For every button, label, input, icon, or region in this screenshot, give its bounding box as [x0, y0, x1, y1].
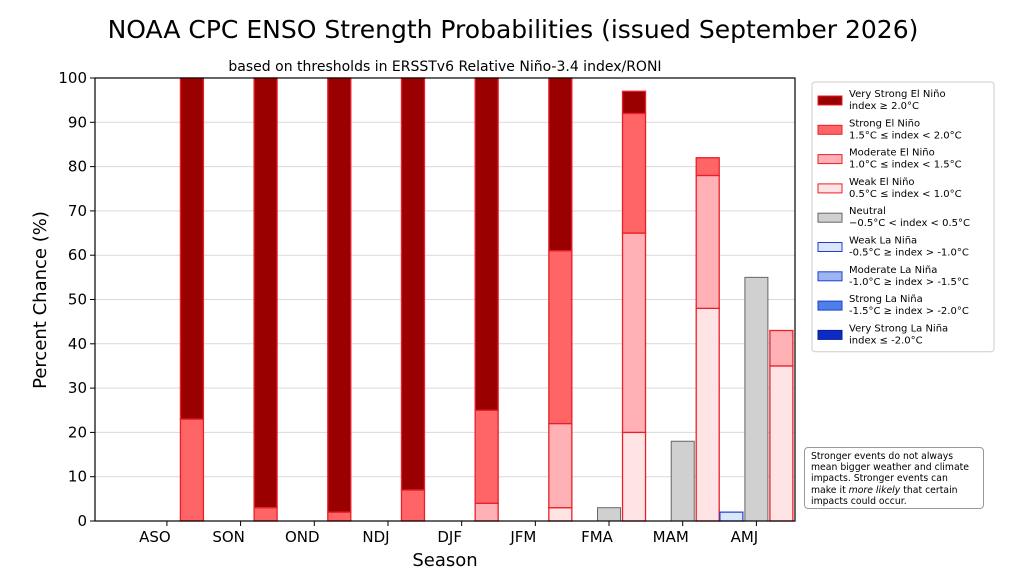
legend-name-5: Weak La Niña — [849, 236, 917, 247]
bar-AMJ-neutral — [744, 276, 769, 522]
bar-MAM-neutral — [670, 440, 695, 522]
bar-DJF-elnino-3 — [474, 77, 499, 411]
bar-OND-elnino-2 — [327, 511, 352, 522]
legend-name-4: Neutral — [849, 206, 886, 217]
legend-swatch-6 — [817, 271, 843, 282]
y-axis-label: Percent Chance (%) — [30, 211, 51, 389]
bar-NDJ-elnino-3 — [400, 77, 426, 491]
legend-swatch-4 — [817, 212, 843, 223]
legend-swatch-0 — [817, 95, 843, 106]
legend-name-1: Strong El Niño — [849, 118, 920, 129]
bar-FMA-elnino-0 — [621, 431, 647, 522]
legend-swatch-5 — [817, 242, 843, 252]
bar-AMJ-elnino-0 — [769, 365, 794, 522]
y-tick-label-40: 40 — [68, 335, 87, 353]
legend-name-7: Strong La Niña — [849, 294, 923, 305]
note-line-1: Stronger events do not always — [811, 451, 954, 462]
x-tick-label-AMJ: AMJ — [731, 528, 759, 546]
chart-title: NOAA CPC ENSO Strength Probabilities (is… — [108, 15, 919, 44]
y-tick-label-100: 100 — [58, 69, 87, 87]
bar-OND-elnino-3 — [327, 77, 352, 513]
y-tick-label-90: 90 — [68, 113, 87, 131]
y-tick-label-30: 30 — [68, 379, 87, 397]
y-tick-label-60: 60 — [68, 246, 87, 264]
bar-FMA-elnino-3 — [621, 90, 647, 115]
bar-SON-elnino-2 — [253, 507, 278, 522]
note-line-4a: make it — [811, 484, 849, 496]
y-tick-label-20: 20 — [68, 423, 87, 441]
bars-layer — [179, 77, 794, 522]
bar-JFM-elnino-3 — [548, 77, 573, 252]
y-tick-label-0: 0 — [77, 512, 87, 530]
bar-MAM-elnino-0 — [695, 307, 720, 522]
x-tick-label-SON: SON — [212, 528, 245, 546]
legend-range-1: 1.5°C ≤ index < 2.0°C — [849, 130, 962, 141]
x-tick-label-ASO: ASO — [139, 528, 171, 546]
impacts-note: Stronger events do not always mean bigge… — [804, 447, 984, 509]
x-axis-label: Season — [412, 550, 477, 571]
legend-range-6: -1.0°C ≥ index > -1.5°C — [849, 277, 969, 288]
note-line-3: impacts. Stronger events can — [811, 473, 948, 485]
legend-range-0: index ≥ 2.0°C — [849, 101, 919, 112]
bar-ASO-elnino-2 — [179, 418, 205, 522]
legend-swatch-1 — [817, 124, 843, 135]
bar-DJF-elnino-1 — [474, 502, 499, 522]
bar-FMA-elnino-1 — [621, 232, 647, 434]
bar-MAM-elnino-1 — [695, 174, 720, 310]
bar-NDJ-elnino-2 — [400, 489, 426, 522]
note-line-4b: that certain — [900, 484, 958, 496]
y-tick-label-70: 70 — [68, 202, 87, 220]
legend-name-3: Weak El Niño — [849, 177, 915, 188]
y-tick-label-10: 10 — [68, 468, 87, 486]
legend-name-2: Moderate El Niño — [849, 148, 935, 159]
chart-subtitle: based on thresholds in ERSSTv6 Relative … — [228, 59, 661, 75]
legend-range-5: -0.5°C ≥ index > -1.0°C — [849, 248, 969, 259]
bar-FMA-neutral — [597, 507, 622, 522]
bar-DJF-elnino-2 — [474, 409, 499, 504]
bar-AMJ-lanina-0 — [719, 511, 744, 522]
legend-swatch-8 — [817, 329, 843, 340]
legend-range-7: -1.5°C ≥ index > -2.0°C — [849, 306, 969, 317]
bar-ASO-elnino-3 — [179, 77, 205, 420]
y-tick-label-50: 50 — [68, 291, 87, 309]
legend-range-8: index ≤ -2.0°C — [849, 335, 923, 346]
plot-frame — [94, 77, 796, 522]
x-tick-label-NDJ: NDJ — [362, 528, 389, 546]
y-tick-label-80: 80 — [68, 158, 87, 176]
bar-AMJ-elnino-1 — [769, 329, 794, 367]
legend-name-0: Very Strong El Niño — [849, 89, 946, 100]
x-tick-label-MAM: MAM — [653, 528, 689, 546]
legend-name-8: Very Strong La Niña — [849, 323, 948, 334]
note-line-4-emphasis: more likely — [848, 484, 901, 496]
legend-swatch-7 — [817, 300, 843, 311]
legend-swatch-2 — [817, 154, 843, 165]
x-tick-label-FMA: FMA — [581, 528, 614, 546]
legend-range-2: 1.0°C ≤ index < 1.5°C — [849, 160, 962, 171]
legend-swatch-3 — [817, 183, 843, 194]
bar-JFM-elnino-1 — [548, 422, 573, 509]
bar-JFM-elnino-0 — [548, 507, 573, 522]
x-tick-label-OND: OND — [285, 528, 320, 546]
bar-JFM-elnino-2 — [548, 250, 573, 425]
legend-range-3: 0.5°C ≤ index < 1.0°C — [849, 189, 962, 200]
bar-FMA-elnino-2 — [621, 112, 647, 234]
legend-name-6: Moderate La Niña — [849, 265, 937, 276]
axes-layer: 0 10 20 30 40 50 60 70 80 90 100 ASO SON OND NDJ DJF JFM… — [58, 69, 796, 546]
x-tick-label-DJF: DJF — [437, 528, 462, 546]
note-line-5: impacts could occur. — [811, 495, 907, 507]
legend-range-4: −0.5°C < index < 0.5°C — [849, 218, 970, 229]
bar-MAM-elnino-2 — [695, 157, 720, 177]
note-line-2: mean bigger weather and climate — [811, 462, 970, 474]
x-tick-label-JFM: JFM — [509, 528, 536, 546]
bar-SON-elnino-3 — [253, 77, 278, 509]
legend-box — [811, 81, 995, 353]
